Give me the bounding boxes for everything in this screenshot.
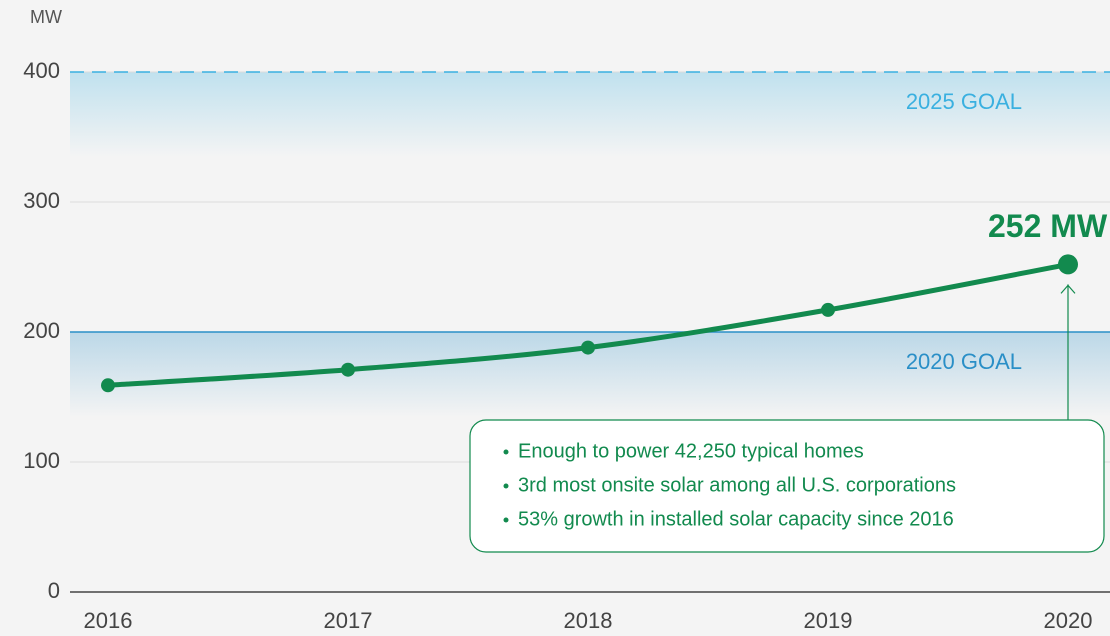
point bbox=[821, 302, 835, 317]
point bbox=[101, 378, 115, 393]
point bbox=[1058, 254, 1078, 275]
y-tick-label: 100 bbox=[23, 448, 60, 473]
point bbox=[341, 362, 355, 377]
note: 53% growth in installed solar capacity s… bbox=[518, 508, 954, 530]
goal-label: 2020 GOAL bbox=[906, 349, 1022, 374]
goal-band bbox=[70, 72, 1110, 157]
y-tick-label: 300 bbox=[23, 188, 60, 213]
x-tick-label: 2019 bbox=[804, 608, 853, 633]
callout-box bbox=[469, 419, 1105, 553]
bullet bbox=[503, 517, 509, 523]
x-tick-label: 2016 bbox=[84, 608, 133, 633]
x-tick-label: 2018 bbox=[564, 608, 613, 633]
y-tick-label: 400 bbox=[23, 58, 60, 83]
x-tick-label: 2020 bbox=[1044, 608, 1093, 633]
point bbox=[581, 340, 595, 355]
x-tick-label: 2017 bbox=[324, 608, 373, 633]
y-unit: MW bbox=[30, 7, 62, 27]
goal-label: 2025 GOAL bbox=[906, 89, 1022, 114]
y-tick-label: 200 bbox=[23, 318, 60, 343]
value-label: 252 MW bbox=[988, 208, 1108, 244]
bullet bbox=[503, 483, 509, 489]
note: Enough to power 42,250 typical homes bbox=[518, 440, 864, 462]
arrow-head bbox=[1060, 284, 1076, 294]
bullet bbox=[503, 449, 509, 455]
note: 3rd most onsite solar among all U.S. cor… bbox=[518, 474, 956, 496]
y-tick-label: 0 bbox=[48, 578, 60, 603]
